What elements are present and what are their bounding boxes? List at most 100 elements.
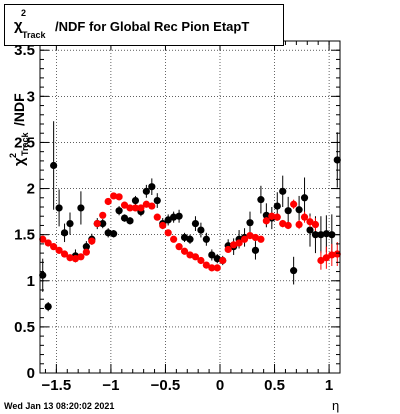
data-point (131, 196, 140, 205)
data-point (39, 235, 47, 243)
data-point (213, 255, 221, 263)
data-point (191, 253, 200, 261)
data-point (306, 218, 314, 226)
y-tick-label: 0.5 (14, 319, 35, 336)
data-point (180, 247, 189, 255)
y-tick-label: 1 (27, 273, 35, 290)
data-point (77, 204, 85, 212)
y-axis-label-sub: Track (20, 131, 30, 156)
data-point (246, 219, 254, 227)
x-tick-label: 0 (216, 377, 224, 394)
data-point (246, 231, 254, 240)
data-point (104, 197, 112, 206)
data-point (300, 213, 309, 221)
grid-lines (40, 41, 340, 373)
data-point (257, 235, 265, 243)
data-point (257, 196, 265, 204)
x-tick-label: 1 (325, 377, 333, 394)
data-point (208, 251, 216, 259)
data-point (120, 214, 129, 222)
data-point (82, 248, 90, 256)
data-point (115, 207, 123, 215)
data-point (55, 246, 63, 254)
data-point (115, 193, 123, 201)
data-point (55, 204, 63, 212)
data-point (126, 217, 134, 225)
chart-title: /NDF for Global Rec Pion EtapT (55, 19, 250, 34)
y-tick-label: 1.5 (14, 227, 35, 244)
y-tick-label: 2.5 (14, 134, 35, 151)
timestamp: Wed Jan 13 08:20:02 2021 (4, 401, 115, 411)
data-point (148, 183, 156, 191)
x-tick-label: −1.5 (42, 377, 72, 394)
data-point (39, 271, 47, 279)
data-point (251, 233, 260, 242)
data-point (268, 212, 276, 220)
data-point (224, 245, 232, 254)
data-point (71, 255, 80, 263)
data-point (126, 204, 134, 212)
x-axis-label: η (332, 398, 340, 413)
y-axis-label-chi: χ (11, 157, 28, 166)
y-axis-label-sup: 2 (8, 153, 18, 158)
y-tick-label: 3 (27, 88, 35, 105)
axis-tick-labels: −1.5 −1 −0.5 0 0.5 1 0 0.5 1 1.5 2 2.5 3 3.5 (14, 42, 333, 394)
data-point (213, 264, 221, 272)
x-tick-label: −1 (102, 377, 119, 394)
series-red (39, 192, 341, 272)
data-point (322, 254, 330, 262)
data-point (284, 221, 292, 230)
data-point (88, 237, 96, 245)
data-point (99, 220, 107, 228)
data-point (317, 256, 325, 265)
data-point (104, 229, 112, 237)
data-point (170, 235, 178, 243)
data-point (208, 264, 216, 272)
chart-title-box: χ 2 Track /NDF for Global Rec Pion EtapT (4, 4, 284, 46)
data-point (279, 220, 287, 228)
data-point (142, 187, 150, 195)
data-point (50, 161, 58, 170)
data-point (279, 187, 287, 195)
data-point (273, 213, 281, 221)
data-point (159, 221, 167, 230)
data-point (235, 239, 243, 247)
data-point (44, 239, 52, 247)
data-point (153, 196, 161, 205)
y-axis-label-text: /NDF (11, 93, 27, 126)
data-point (153, 213, 161, 221)
data-point (251, 246, 260, 254)
y-axis-label: 2 χ Track /NDF (8, 93, 30, 166)
data-point (202, 235, 210, 243)
data-point (77, 253, 85, 261)
data-point (262, 217, 270, 225)
data-point (164, 216, 172, 224)
data-point (197, 256, 205, 265)
data-point (66, 220, 74, 228)
data-point (186, 251, 194, 259)
data-point (175, 212, 183, 220)
data-point (306, 226, 314, 234)
data-point (202, 261, 210, 269)
data-point (93, 220, 101, 228)
data-point (273, 202, 281, 210)
y-tick-label: 2 (27, 181, 35, 198)
data-series (39, 121, 341, 312)
data-point (120, 201, 129, 209)
data-point (44, 303, 52, 311)
data-point (262, 211, 270, 219)
data-point (99, 211, 107, 219)
data-point (148, 202, 156, 210)
x-tick-label: −0.5 (151, 377, 181, 394)
data-point (322, 230, 330, 238)
data-point (317, 231, 325, 239)
data-point (164, 229, 172, 237)
data-point (180, 233, 189, 242)
data-point (240, 235, 249, 243)
data-point (311, 220, 320, 229)
series-black (39, 121, 341, 312)
data-point (60, 250, 69, 258)
data-point (230, 241, 238, 249)
data-point (137, 204, 145, 212)
